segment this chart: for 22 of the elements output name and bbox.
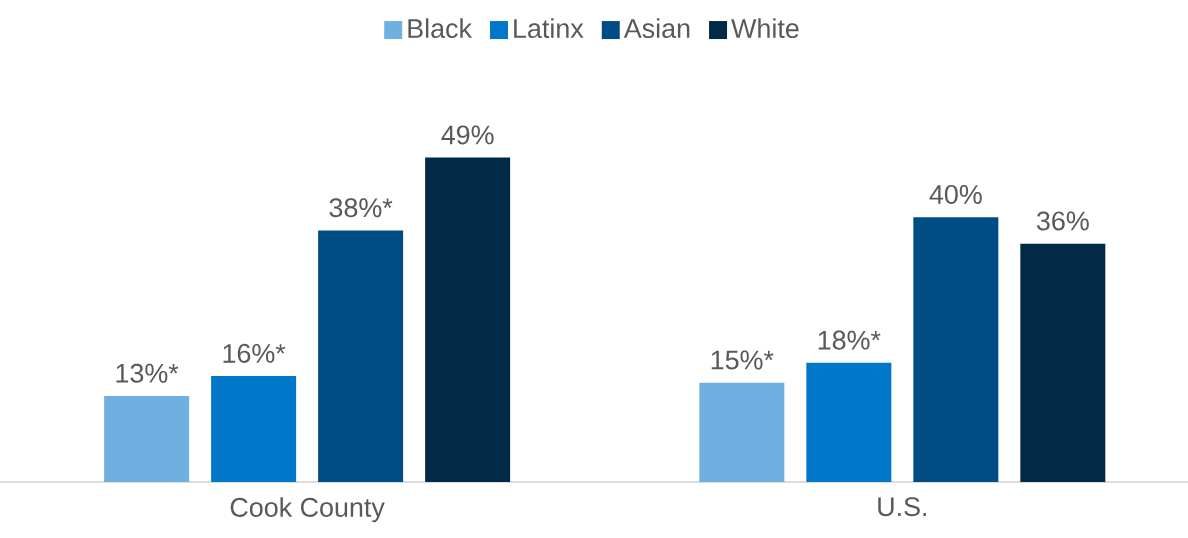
data-label: 16%* (223, 343, 286, 363)
data-label: 15%* (711, 350, 774, 370)
bar (806, 362, 892, 482)
x-tick-label: U.S. (878, 497, 927, 517)
data-label: 49% (441, 125, 494, 145)
x-tick-label: Cook County (230, 497, 385, 523)
bar (1020, 243, 1106, 482)
data-label: 40% (929, 184, 982, 205)
data-label: 18%* (818, 330, 881, 350)
bar (211, 376, 297, 482)
data-label: 36% (1036, 211, 1089, 231)
legend-label: White (731, 18, 799, 39)
data-label: 38%* (329, 198, 393, 218)
legend-label: Black (408, 18, 473, 39)
data-label: 13%* (116, 363, 179, 383)
legend-label: Asian (623, 18, 690, 39)
bar (104, 395, 190, 482)
bar (318, 230, 404, 482)
legend-label: Latinx (514, 18, 584, 39)
bar (425, 157, 511, 482)
bar (913, 217, 999, 482)
bar (699, 382, 785, 482)
